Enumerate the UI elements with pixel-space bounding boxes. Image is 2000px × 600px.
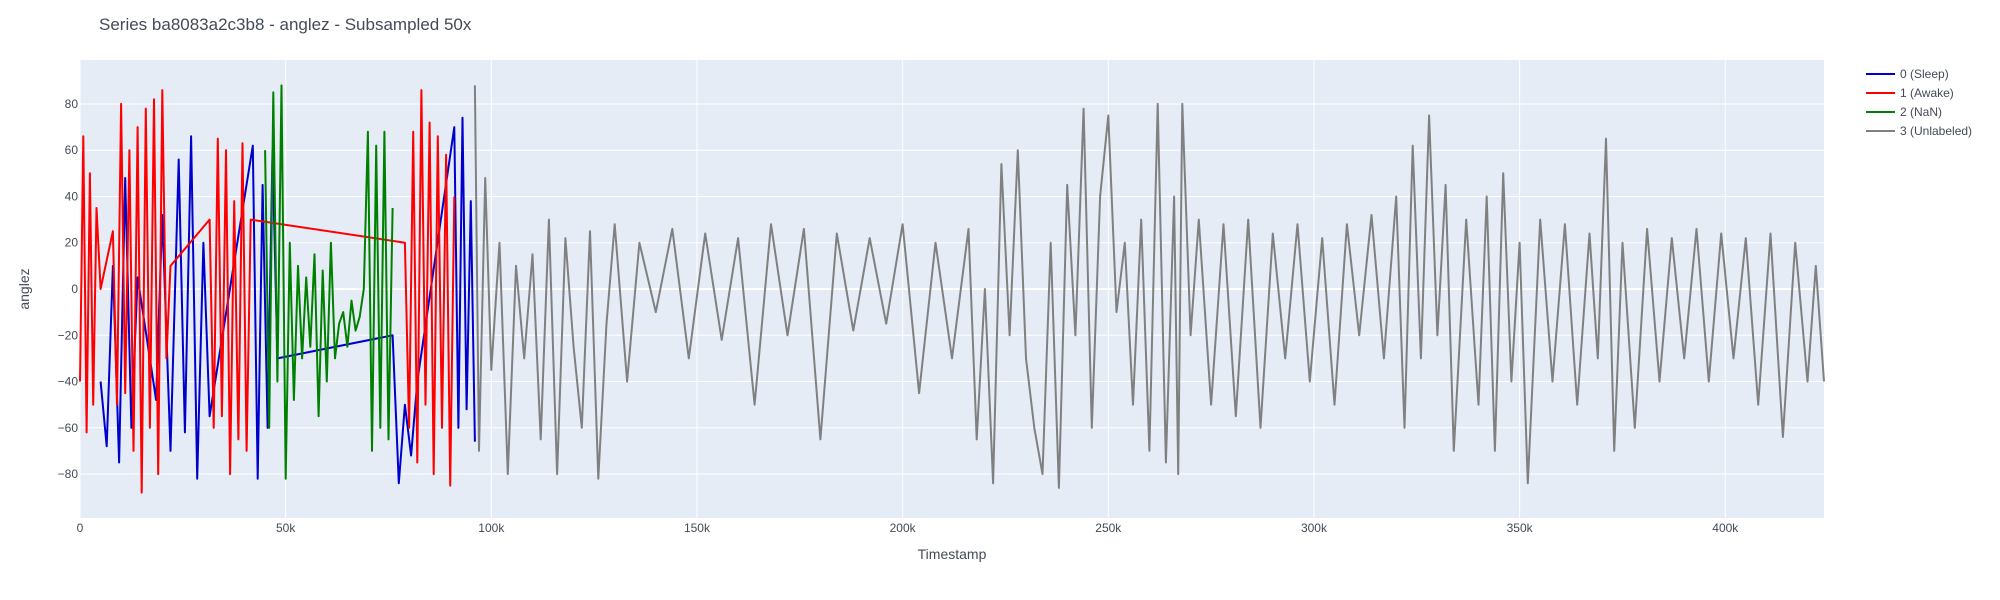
chart-title: Series ba8083a2c3b8 - anglez - Subsample… <box>99 15 472 34</box>
x-tick-label: 300k <box>1301 521 1328 535</box>
x-tick-label: 200k <box>890 521 917 535</box>
legend-item-3[interactable]: 3 (Unlabeled) <box>1866 124 1972 138</box>
grid-lines <box>79 60 1824 518</box>
legend-label: 0 (Sleep) <box>1900 67 1949 81</box>
series-line-1[interactable] <box>79 89 456 494</box>
legend-label: 1 (Awake) <box>1900 86 1954 100</box>
y-tick-label: 0 <box>71 282 78 296</box>
x-tick-label: 250k <box>1095 521 1122 535</box>
x-tick-label: 150k <box>684 521 711 535</box>
x-axis-title: Timestamp <box>918 546 987 562</box>
legend-item-2[interactable]: 2 (NaN) <box>1866 105 1942 119</box>
x-tick-label: 100k <box>478 521 505 535</box>
x-tick-label: 350k <box>1507 521 1534 535</box>
y-axis-ticks: −80 −60 −40 −20 0 20 40 60 80 <box>58 97 79 481</box>
y-axis-title: anglez <box>16 268 32 309</box>
series-line-3[interactable] <box>473 85 1825 489</box>
legend-label: 2 (NaN) <box>1900 105 1942 119</box>
y-tick-label: −60 <box>58 421 79 435</box>
x-axis-ticks: 0 50k 100k 150k 200k 250k 300k 350k 400k <box>77 521 1740 535</box>
legend-item-0[interactable]: 0 (Sleep) <box>1866 67 1949 81</box>
y-tick-label: 60 <box>65 143 79 157</box>
series-layer <box>79 84 1825 494</box>
y-tick-label: 80 <box>65 97 79 111</box>
y-tick-label: −40 <box>58 375 79 389</box>
legend: 0 (Sleep) 1 (Awake) 2 (NaN) 3 (Unlabeled) <box>1866 67 1972 138</box>
y-tick-label: −20 <box>58 328 79 342</box>
x-tick-label: 50k <box>276 521 296 535</box>
y-tick-label: 40 <box>65 189 79 203</box>
legend-label: 3 (Unlabeled) <box>1900 124 1972 138</box>
y-tick-label: 20 <box>65 236 79 250</box>
legend-item-1[interactable]: 1 (Awake) <box>1866 86 1954 100</box>
x-tick-label: 0 <box>77 521 84 535</box>
x-tick-label: 400k <box>1712 521 1739 535</box>
y-tick-label: −80 <box>58 467 79 481</box>
series-line-2[interactable] <box>264 84 394 480</box>
